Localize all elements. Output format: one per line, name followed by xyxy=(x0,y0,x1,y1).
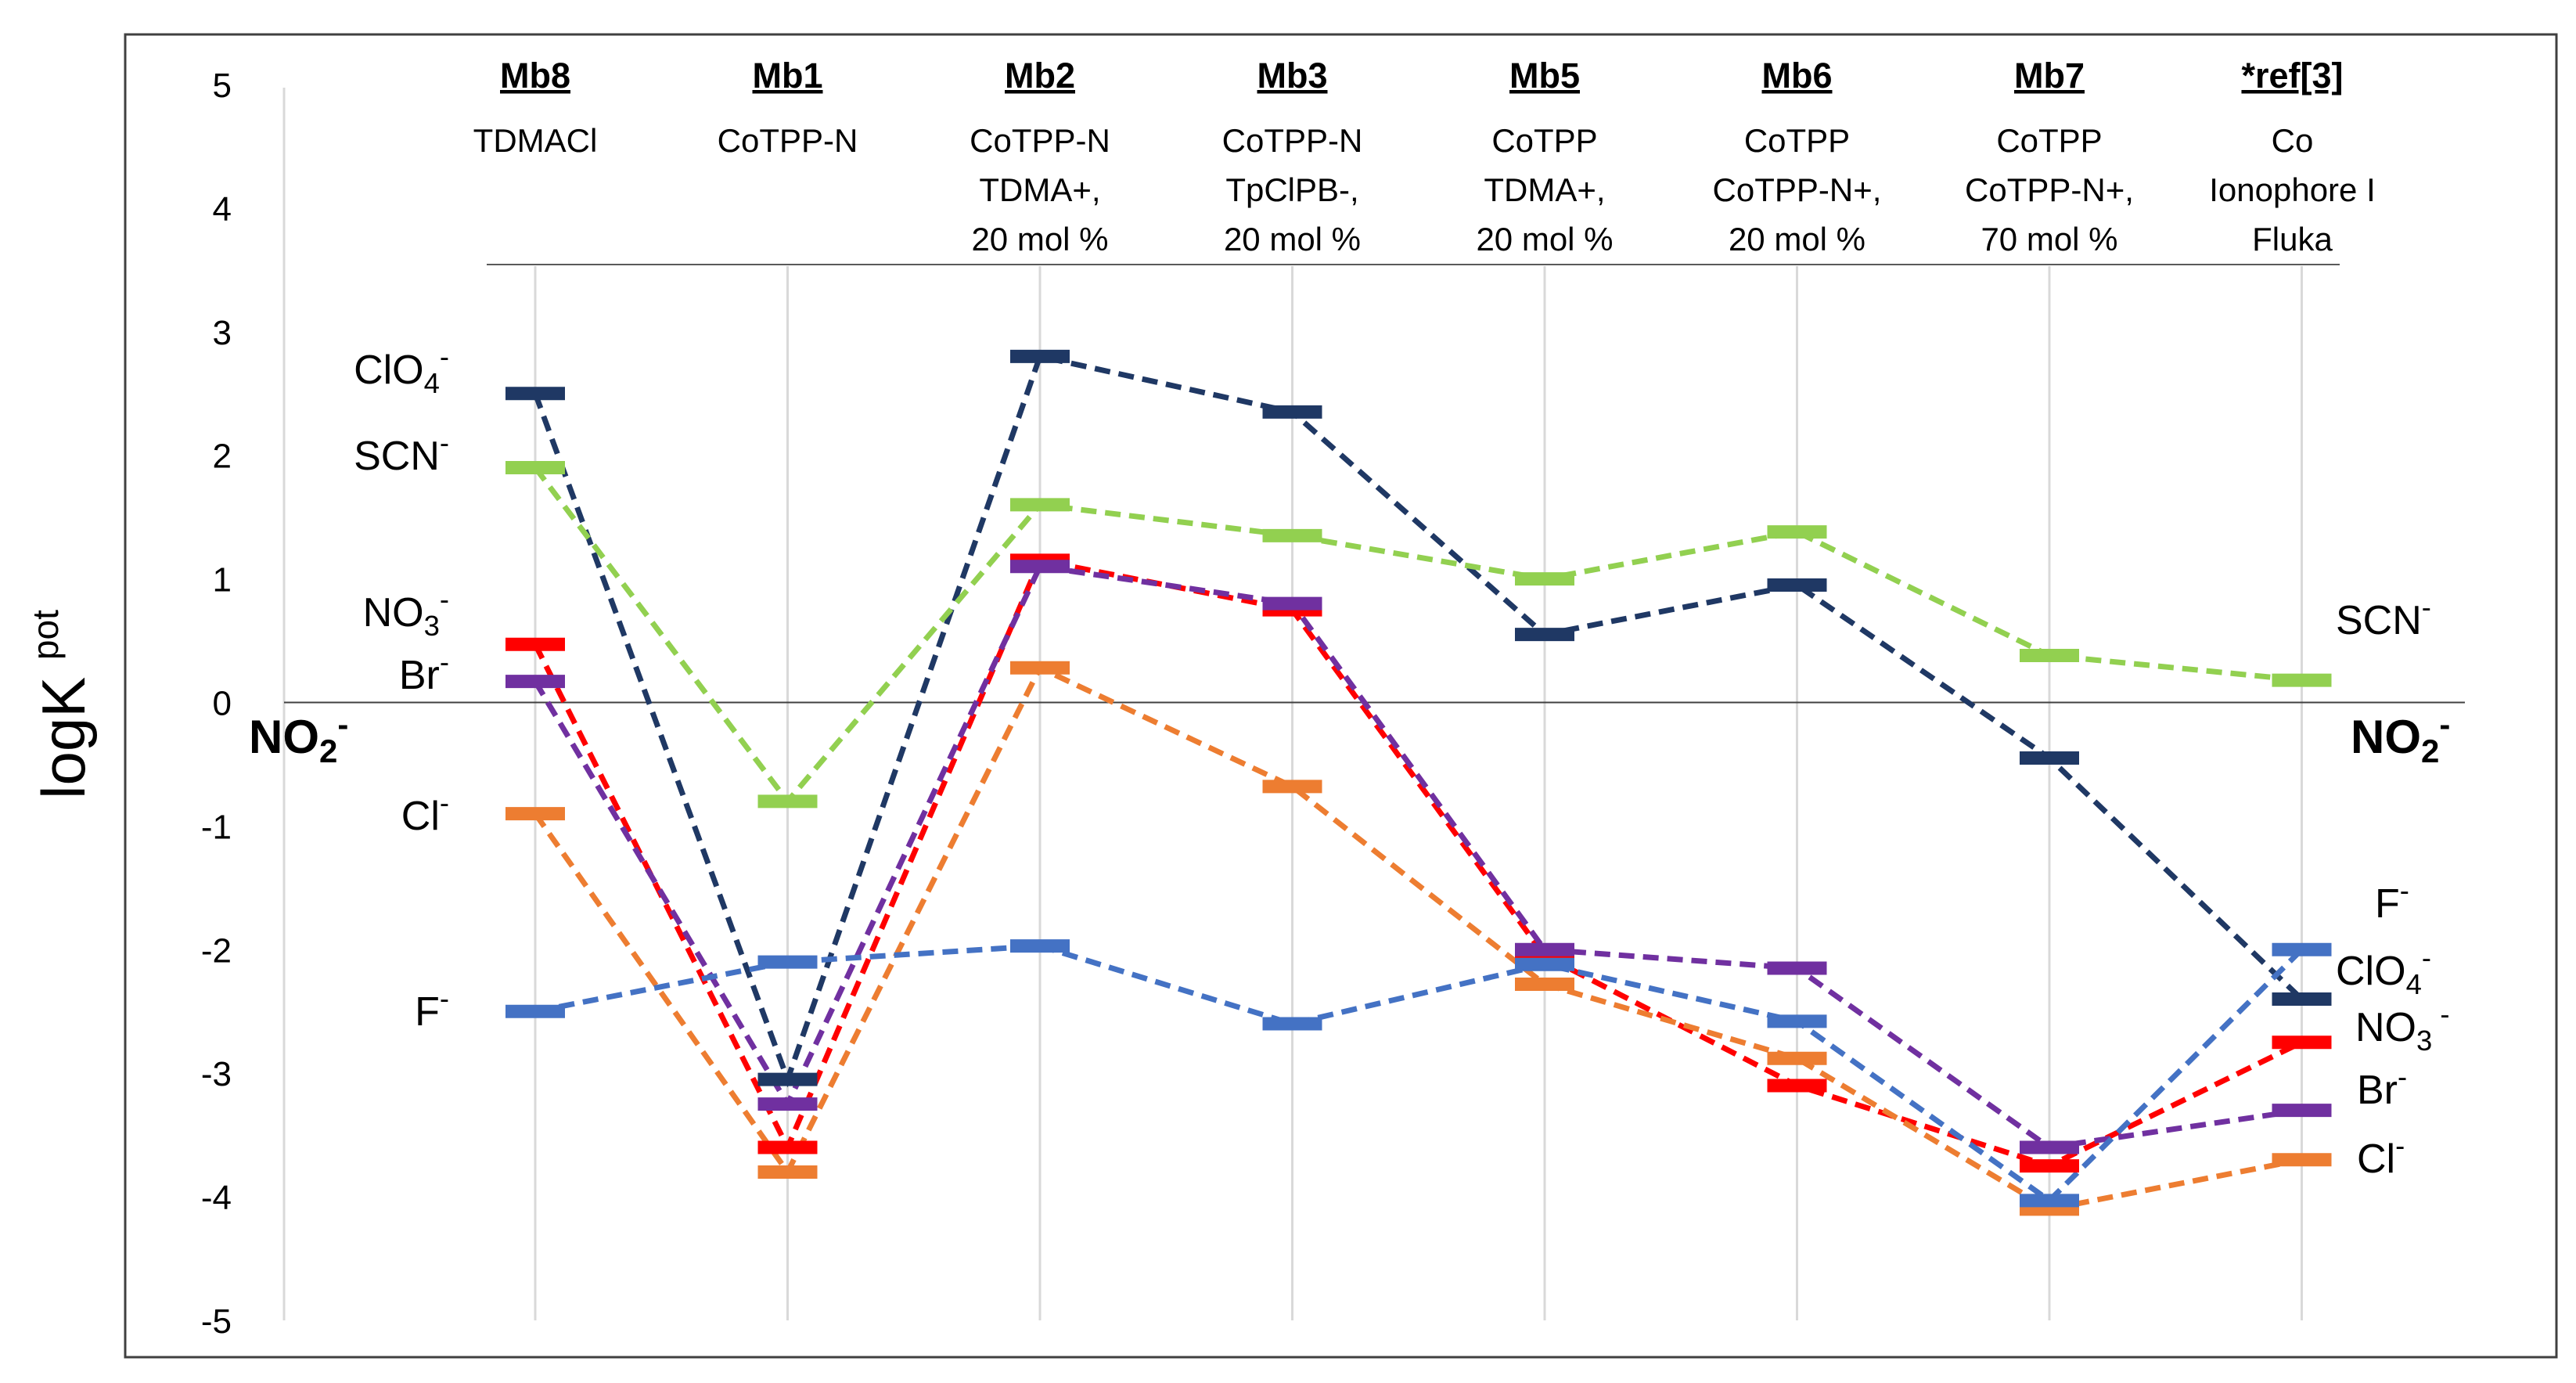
membrane-description: 70 mol % xyxy=(1981,221,2117,258)
membrane-name: Mb2 xyxy=(1005,56,1075,95)
membrane-description: 20 mol % xyxy=(1729,221,1865,258)
y-tick-label: 3 xyxy=(213,314,232,352)
y-tick-label: -2 xyxy=(201,931,232,970)
membrane-name: Mb1 xyxy=(753,56,823,95)
y-tick-label: 5 xyxy=(213,67,232,105)
membrane-name: Mb5 xyxy=(1509,56,1580,95)
membrane-description: Fluka xyxy=(2252,221,2333,258)
y-axis-label: logK pot xyxy=(25,610,98,799)
series-line xyxy=(534,943,2304,1205)
ion-label-right: ClO4- xyxy=(2336,942,2431,1000)
y-tick-label: -3 xyxy=(201,1055,232,1093)
membrane-name: *ref[3] xyxy=(2241,56,2343,95)
membrane-description: CoTPP xyxy=(1491,122,1597,159)
y-tick-label: -1 xyxy=(201,808,232,846)
ion-label-left: NO3- xyxy=(363,583,449,642)
membrane-description: 20 mol % xyxy=(1224,221,1361,258)
series-line xyxy=(532,556,2304,1169)
chart-frame xyxy=(124,33,2558,1359)
reference-ion-right: NO2- xyxy=(2351,706,2450,769)
ion-label-left: SCN- xyxy=(354,427,449,479)
y-tick-label: 2 xyxy=(213,438,232,476)
ion-label-left: F- xyxy=(415,982,449,1035)
series-line xyxy=(533,664,2303,1212)
membrane-description: CoTPP-N+, xyxy=(1965,171,2134,208)
membrane-description: CoTPP-N+, xyxy=(1713,171,1882,208)
membrane-description: TpClPB-, xyxy=(1225,171,1358,208)
reference-ion-left: NO2- xyxy=(249,706,348,769)
ion-label-right: Cl- xyxy=(2357,1129,2405,1182)
membrane-name: Mb3 xyxy=(1257,56,1328,95)
series-line xyxy=(533,466,2302,806)
membrane-description: Ionophore I xyxy=(2209,171,2376,208)
membrane-description: CoTPP-N xyxy=(1222,122,1363,159)
series-line xyxy=(532,563,2303,1151)
y-tick-label: 4 xyxy=(213,190,232,229)
ion-label-left: ClO4- xyxy=(354,340,449,399)
ion-label-right: NO3 - xyxy=(2355,998,2449,1057)
membrane-description: CoTPP xyxy=(1996,122,2102,159)
y-tick-label: 1 xyxy=(213,561,232,600)
y-tick-label: -5 xyxy=(201,1302,232,1341)
membrane-description: TDMA+, xyxy=(1484,171,1605,208)
membrane-name: Mb7 xyxy=(2014,56,2085,95)
membrane-description: TDMACl xyxy=(473,122,598,159)
membrane-description: CoTPP xyxy=(1744,122,1850,159)
membrane-name: Mb6 xyxy=(1762,56,1833,95)
ion-label-right: Br- xyxy=(2357,1061,2407,1113)
ion-label-right: SCN- xyxy=(2336,591,2431,643)
ion-label-left: Br- xyxy=(399,646,449,698)
y-tick-label: 0 xyxy=(213,685,232,723)
membrane-description: TDMA+, xyxy=(979,171,1100,208)
membrane-description: 20 mol % xyxy=(971,221,1108,258)
membrane-description: 20 mol % xyxy=(1476,221,1613,258)
y-tick-label: -4 xyxy=(201,1179,232,1217)
membrane-description: CoTPP-N xyxy=(970,122,1110,159)
membrane-description: Co xyxy=(2272,122,2314,159)
ion-label-right: F- xyxy=(2375,874,2409,927)
ion-label-left: Cl- xyxy=(401,787,449,839)
membrane-name: Mb8 xyxy=(500,56,570,95)
membrane-description: CoTPP-N xyxy=(718,122,858,159)
